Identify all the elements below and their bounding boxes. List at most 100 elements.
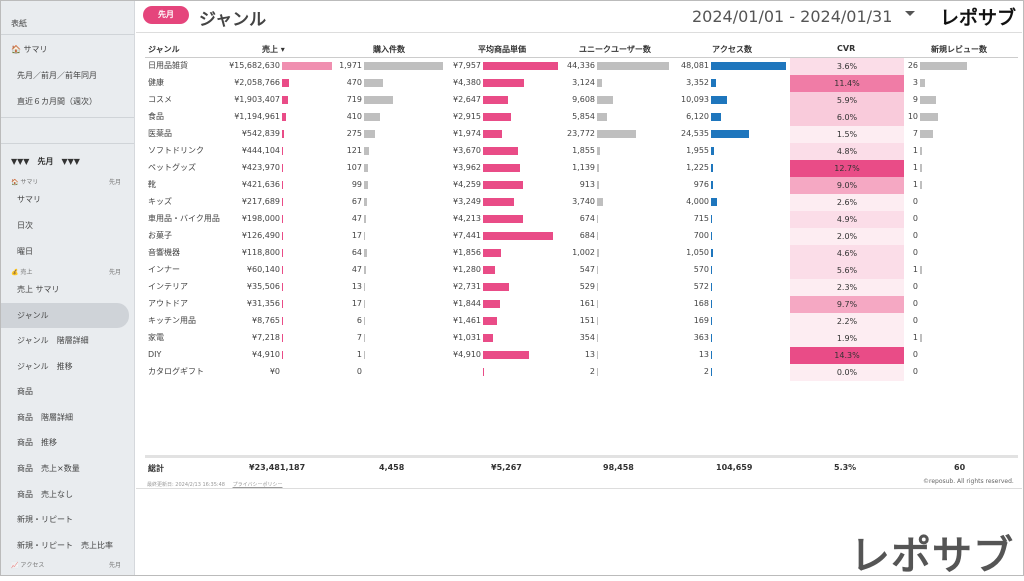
access-bar — [711, 283, 712, 291]
privacy-link[interactable]: プライバシーポリシー — [232, 482, 283, 488]
uu-value: 151 — [579, 316, 595, 325]
sales-bar — [282, 249, 283, 257]
col-header-cvr[interactable]: CVR — [837, 44, 856, 53]
sales-bar — [282, 232, 283, 240]
avg-bar — [483, 130, 502, 138]
col-header-reviews[interactable]: 新規レビュー数 — [931, 45, 987, 54]
genre-name: 日用品雑貨 — [148, 61, 188, 70]
uu-value: 674 — [579, 214, 595, 223]
table-row[interactable]: 車用品・バイク用品 ¥198,000 47 ¥4,213 674 715 4.9% 0 — [145, 211, 1018, 228]
col-header-sales[interactable]: 売上 ▾ — [262, 45, 285, 54]
access-value: 700 — [693, 231, 709, 240]
table-row[interactable]: 医薬品 ¥542,839 275 ¥1,974 23,772 24,535 1.5% 7 — [145, 126, 1018, 143]
cvr-cell: 2.6% — [790, 194, 904, 211]
sales-value: ¥4,910 — [252, 350, 280, 359]
cvr-cell: 2.0% — [790, 228, 904, 245]
sidebar-divider — [1, 143, 134, 144]
col-header-avg-price[interactable]: 平均商品単価 — [478, 45, 526, 54]
sales-bar — [282, 181, 284, 189]
access-value: 24,535 — [681, 129, 709, 138]
uu-bar — [597, 266, 598, 274]
uu-bar — [597, 181, 599, 189]
reviews-value: 3 — [912, 78, 918, 87]
genre-name: アウトドア — [148, 299, 188, 308]
chevron-down-icon[interactable] — [905, 11, 915, 16]
table-row[interactable]: DIY ¥4,910 1 ¥4,910 13 13 14.3% 0 — [145, 347, 1018, 364]
orders-value: 410 — [346, 112, 362, 121]
table-row[interactable]: 靴 ¥421,636 99 ¥4,259 913 976 9.0% 1 — [145, 177, 1018, 194]
uu-value: 5,854 — [572, 112, 595, 121]
sidebar-item-summary[interactable]: 🏠 サマリ — [1, 44, 134, 56]
table-row[interactable]: ペットグッズ ¥423,970 107 ¥3,962 1,139 1,225 12.7% 1 — [145, 160, 1018, 177]
avg-value: ¥2,731 — [453, 282, 481, 291]
last-updated: 最終更新日: 2024/2/13 16:35:48 — [147, 482, 225, 488]
reviews-value: 0 — [912, 214, 918, 223]
col-header-orders[interactable]: 購入件数 — [373, 45, 405, 54]
genre-name: インナー — [148, 265, 180, 274]
date-range-selector[interactable]: 2024/01/01 - 2024/01/31 — [692, 7, 893, 26]
uu-bar — [597, 130, 636, 138]
sidebar-item-new-repeat[interactable]: 新規・リピート — [17, 515, 73, 524]
access-value: 10,093 — [681, 95, 709, 104]
table-row[interactable]: ソフトドリンク ¥444,104 121 ¥3,670 1,855 1,955 4.8% 1 — [145, 143, 1018, 160]
reviews-value: 26 — [907, 61, 918, 70]
sidebar-item-sales-summary[interactable]: 売上 サマリ — [17, 285, 60, 294]
sidebar-item-label: サマリ — [23, 45, 48, 54]
sales-value: ¥8,765 — [252, 316, 280, 325]
sidebar-item-genre-trend[interactable]: ジャンル 推移 — [17, 362, 73, 371]
sidebar-item-six-months[interactable]: 直近６カ月間（週次） — [17, 97, 97, 106]
table-row[interactable]: キッズ ¥217,689 67 ¥3,249 3,740 4,000 2.6% 0 — [145, 194, 1018, 211]
access-value: 570 — [693, 265, 709, 274]
sales-value: ¥118,800 — [241, 248, 280, 257]
sidebar-item-summary-2[interactable]: サマリ — [17, 195, 41, 204]
sidebar-item-product-trend[interactable]: 商品 推移 — [17, 438, 57, 447]
table-row[interactable]: インナー ¥60,140 47 ¥1,280 547 570 5.6% 1 — [145, 262, 1018, 279]
col-header-unique-users[interactable]: ユニークユーザー数 — [579, 45, 651, 54]
genre-name: カタログギフト — [148, 367, 204, 376]
table-row[interactable]: 音響機器 ¥118,800 64 ¥1,856 1,002 1,050 4.6% 0 — [145, 245, 1018, 262]
house-icon: 🏠 — [11, 45, 21, 54]
access-bar — [711, 215, 713, 223]
table-row[interactable]: 食品 ¥1,194,961 410 ¥2,915 5,854 6,120 6.0% 10 — [145, 109, 1018, 126]
table-row[interactable]: 日用品雑貨 ¥15,682,630 1,971 ¥7,957 44,336 48,081 3… — [145, 58, 1018, 75]
section-period: 先月 — [108, 179, 121, 186]
table-row[interactable]: アウトドア ¥31,356 17 ¥1,844 161 168 9.7% 0 — [145, 296, 1018, 313]
table-row[interactable]: キッチン用品 ¥8,765 6 ¥1,461 151 169 2.2% 0 — [145, 313, 1018, 330]
money-bag-icon: 💰 — [11, 269, 19, 276]
genre-name: 健康 — [148, 78, 164, 87]
table-row[interactable]: 健康 ¥2,058,766 470 ¥4,380 3,124 3,352 11.4% 3 — [145, 75, 1018, 92]
avg-bar — [483, 215, 523, 223]
sidebar-section-sales: 💰 売上 先月 — [1, 267, 134, 276]
uu-value: 3,124 — [572, 78, 595, 87]
sidebar-item-product-no-sales[interactable]: 商品 売上なし — [17, 490, 73, 499]
sidebar-item-new-repeat-ratio[interactable]: 新規・リピート 売上比率 — [17, 541, 113, 550]
table-row[interactable]: コスメ ¥1,903,407 719 ¥2,647 9,608 10,093 5.9% 9 — [145, 92, 1018, 109]
sidebar-item-product-detail[interactable]: 商品 階層詳細 — [17, 413, 73, 422]
header-rule — [145, 57, 1018, 58]
sales-value: ¥198,000 — [241, 214, 280, 223]
sales-value: ¥35,506 — [246, 282, 280, 291]
sidebar-item-weekday[interactable]: 曜日 — [17, 247, 33, 256]
sidebar-section-access: 📈 アクセス 先月 — [1, 560, 134, 569]
avg-bar — [483, 266, 496, 274]
uu-value: 1,002 — [572, 248, 595, 257]
col-header-genre[interactable]: ジャンル — [148, 45, 180, 54]
table-row[interactable]: お菓子 ¥126,490 17 ¥7,441 684 700 2.0% 0 — [145, 228, 1018, 245]
table-row[interactable]: 家電 ¥7,218 7 ¥1,031 354 363 1.9% 1 — [145, 330, 1018, 347]
sidebar-item-daily[interactable]: 日次 — [17, 221, 33, 230]
reviews-value: 1 — [912, 333, 918, 342]
uu-bar — [597, 164, 599, 172]
access-bar — [711, 96, 727, 104]
col-header-access[interactable]: アクセス数 — [712, 45, 752, 54]
avg-value: ¥7,957 — [453, 61, 481, 70]
sidebar-item-product-sales-qty[interactable]: 商品 売上×数量 — [17, 464, 80, 473]
sidebar-item-product[interactable]: 商品 — [17, 387, 33, 396]
sidebar-item-genre-detail[interactable]: ジャンル 階層詳細 — [17, 336, 89, 345]
orders-bar — [364, 351, 365, 359]
table-row[interactable]: カタログギフト ¥0 0 2 2 0.0% 0 — [145, 364, 1018, 381]
cvr-cell: 2.3% — [790, 279, 904, 296]
sidebar-item-genre[interactable]: ジャンル — [1, 303, 129, 328]
sidebar-item-compare[interactable]: 先月／前月／前年同月 — [17, 71, 97, 80]
sidebar-item-cover[interactable]: 表紙 — [11, 19, 27, 28]
table-row[interactable]: インテリア ¥35,506 13 ¥2,731 529 572 2.3% 0 — [145, 279, 1018, 296]
